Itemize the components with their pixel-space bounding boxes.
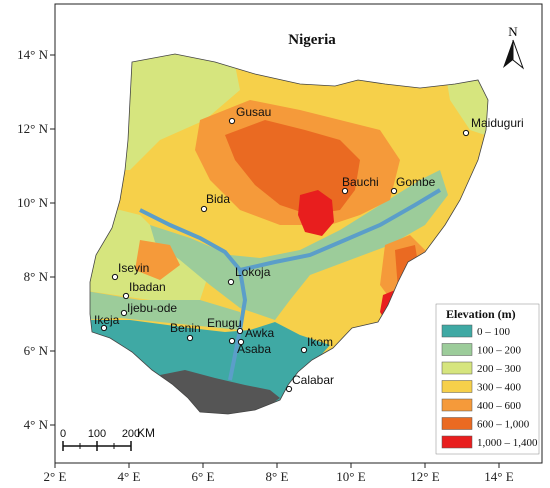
- lon-tick-label: 8° E: [266, 469, 289, 484]
- longitude-axis: 2° E 4° E 6° E 8° E 10° E 12° E 14° E: [44, 463, 514, 484]
- city-label-maiduguri: Maiduguri: [471, 116, 524, 130]
- city-marker-ikeja: [100, 324, 108, 332]
- city-label-gombe: Gombe: [396, 175, 436, 189]
- legend-swatch-0: [441, 324, 473, 338]
- lat-tick-label: 4° N: [24, 417, 49, 432]
- legend-swatch-4: [441, 398, 473, 412]
- latitude-axis: 4° N 6° N 8° N 10° N 12° N 14° N: [17, 47, 55, 432]
- lon-tick-label: 10° E: [336, 469, 365, 484]
- nigeria-country: [89, 53, 489, 415]
- legend-label-6: 1,000 – 1,400: [477, 437, 538, 449]
- scale-label-200: 200: [122, 428, 140, 440]
- city-label-ibadan: Ibadan: [129, 280, 166, 294]
- city-marker-awka: [236, 327, 244, 335]
- city-marker-asaba: [237, 338, 245, 346]
- lon-tick-label: 14° E: [484, 469, 513, 484]
- city-marker-bida: [200, 205, 208, 213]
- legend-swatch-2: [441, 361, 473, 375]
- city-label-enugu: Enugu: [207, 316, 242, 330]
- zone-1000-1400-jos: [298, 190, 334, 236]
- legend-items: 0 – 100 100 – 200 200 – 300 300 – 400 400 – …: [441, 324, 538, 449]
- city-label-ijebu-ode: Ijebu-ode: [127, 301, 177, 315]
- legend-label-1: 100 – 200: [477, 345, 522, 357]
- lon-tick-label: 4° E: [118, 469, 141, 484]
- city-label-ikom: Ikom: [307, 335, 333, 349]
- city-label-lokoja: Lokoja: [235, 265, 271, 279]
- lon-tick-label: 12° E: [410, 469, 439, 484]
- city-marker-ikom: [300, 346, 308, 354]
- legend-title: Elevation (m): [446, 307, 516, 321]
- zone-100-200-southwest: [90, 290, 240, 330]
- city-label-gusau: Gusau: [236, 105, 271, 119]
- lat-tick-label: 6° N: [24, 343, 49, 358]
- city-labels: Gusau Maiduguri Bauchi Gombe Bida Iseyin Ibada…: [94, 105, 524, 393]
- city-marker-benin: [186, 334, 194, 342]
- city-marker-enugu: [228, 337, 236, 345]
- elevation-legend: Elevation (m) 0 – 100 100 – 200 200 – 300 3…: [435, 303, 540, 455]
- lat-tick-label: 14° N: [17, 47, 48, 62]
- city-label-ikeja: Ikeja: [94, 313, 120, 327]
- city-label-benin: Benin: [170, 321, 201, 335]
- north-arrow: N: [503, 24, 525, 70]
- city-label-bida: Bida: [206, 192, 230, 206]
- scale-unit: KM: [137, 426, 155, 440]
- north-arrow-left-half: [503, 40, 513, 68]
- lat-tick-label: 12° N: [17, 121, 48, 136]
- city-marker-calabar: [285, 385, 293, 393]
- legend-label-2: 200 – 300: [477, 363, 522, 375]
- zone-delta-mangrove: [160, 370, 280, 414]
- north-arrow-label: N: [508, 24, 518, 39]
- city-marker-ijebu-ode: [120, 309, 128, 317]
- map-title: Nigeria: [288, 32, 336, 48]
- city-marker-maiduguri: [462, 129, 470, 137]
- zone-400-600-west: [135, 240, 180, 280]
- city-marker-iseyin: [111, 273, 119, 281]
- country-outline: [89, 53, 489, 415]
- legend-swatch-6: [441, 435, 473, 449]
- legend-label-3: 300 – 400: [477, 382, 522, 394]
- zone-100-200-valley: [150, 170, 448, 320]
- city-label-bauchi: Bauchi: [342, 175, 379, 189]
- lon-tick-label: 6° E: [192, 469, 215, 484]
- city-label-calabar: Calabar: [292, 373, 334, 387]
- legend-swatch-1: [441, 343, 473, 356]
- scale-label-100: 100: [88, 428, 106, 440]
- legend-label-0: 0 – 100: [477, 326, 511, 338]
- lat-tick-label: 8° N: [24, 269, 49, 284]
- river-benue: [239, 188, 442, 272]
- city-label-awka: Awka: [245, 326, 274, 340]
- legend-label-5: 600 – 1,000: [477, 419, 530, 431]
- city-marker-gombe: [390, 187, 398, 195]
- legend-swatch-3: [441, 380, 473, 393]
- lon-tick-label: 2° E: [44, 469, 67, 484]
- city-marker-lokoja: [227, 278, 235, 286]
- north-arrow-right-half: [512, 39, 525, 70]
- city-label-iseyin: Iseyin: [118, 261, 149, 275]
- scale-label-0: 0: [60, 428, 66, 440]
- legend-swatch-5: [441, 417, 473, 430]
- city-label-asaba: Asaba: [237, 342, 271, 356]
- legend-label-4: 400 – 600: [477, 400, 522, 412]
- lat-tick-label: 10° N: [17, 195, 48, 210]
- city-marker-ibadan: [122, 292, 130, 300]
- city-marker-bauchi: [341, 187, 349, 195]
- zone-600-1000-plateau: [225, 120, 360, 215]
- scale-bar: 0 100 200 KM: [60, 426, 155, 451]
- city-marker-gusau: [228, 117, 236, 125]
